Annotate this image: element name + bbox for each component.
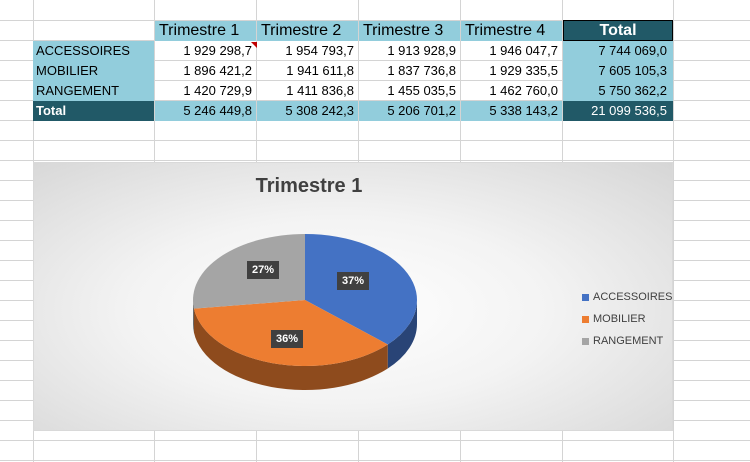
pie-side-mobilier [193,308,388,390]
slice-label-mobilier: 36% [271,330,304,348]
table-cell[interactable]: 1 455 035,5 [359,81,460,100]
row-total-cell[interactable]: 7 605 105,3 [563,61,673,81]
table-cell[interactable]: 5 246 449,8 [155,101,256,121]
comment-indicator-icon[interactable] [251,42,257,48]
table-cell[interactable]: 1 941 611,8 [257,61,358,80]
header-cell-q2[interactable]: Trimestre 2 [257,21,358,41]
total-row-label[interactable]: Total [33,101,154,121]
table-cell[interactable]: 1 946 047,7 [461,41,562,60]
header-cell-q4[interactable]: Trimestre 4 [461,21,562,41]
table-cell[interactable]: 1 837 736,8 [359,61,460,80]
table-cell[interactable]: 5 308 242,3 [257,101,358,121]
legend-label: MOBILIER [593,313,646,325]
table-cell[interactable]: 1 420 729,9 [155,81,256,100]
pie-side-accessoires [387,300,417,369]
header-cell-q3[interactable]: Trimestre 3 [359,21,460,41]
pie-chart[interactable]: Trimestre 1 37% 36% 27% ACCESSOIRES MOBI… [33,162,673,431]
row-label-accessoires[interactable]: ACCESSOIRES [33,41,154,61]
pie-chart-plot [193,234,418,390]
chart-legend: ACCESSOIRES MOBILIER RANGEMENT [582,286,672,352]
table-cell[interactable]: 1 929 335,5 [461,61,562,80]
legend-label: RANGEMENT [593,335,664,347]
legend-swatch [582,293,589,301]
table-cell[interactable]: 5 338 143,2 [461,101,562,121]
legend-item-rangement: RANGEMENT [582,330,672,352]
table-cell[interactable]: 1 896 421,2 [155,61,256,80]
table-cell[interactable]: 1 411 836,8 [257,81,358,100]
table-cell[interactable]: 5 206 701,2 [359,101,460,121]
row-total-cell[interactable]: 5 750 362,2 [563,81,673,101]
legend-swatch [582,337,589,345]
legend-item-accessoires: ACCESSOIRES [582,286,672,308]
table-cell[interactable]: 1 929 298,7 [155,41,256,60]
legend-swatch [582,315,589,323]
row-label-rangement[interactable]: RANGEMENT [33,81,154,101]
pie-side-rangement [193,300,194,333]
slice-label-accessoires: 37% [337,272,370,290]
header-cell-total[interactable]: Total [563,20,673,41]
table-cell[interactable]: 1 954 793,7 [257,41,358,60]
row-total-cell[interactable]: 7 744 069,0 [563,41,673,61]
chart-title: Trimestre 1 [255,175,363,197]
table-cell[interactable]: 1 462 760,0 [461,81,562,100]
header-cell-q1[interactable]: Trimestre 1 [155,21,256,41]
legend-label: ACCESSOIRES [593,291,673,303]
slice-label-rangement: 27% [247,261,280,279]
table-cell[interactable]: 1 913 928,9 [359,41,460,60]
row-label-mobilier[interactable]: MOBILIER [33,61,154,81]
grand-total-cell[interactable]: 21 099 536,5 [563,101,673,121]
legend-item-mobilier: MOBILIER [582,308,672,330]
